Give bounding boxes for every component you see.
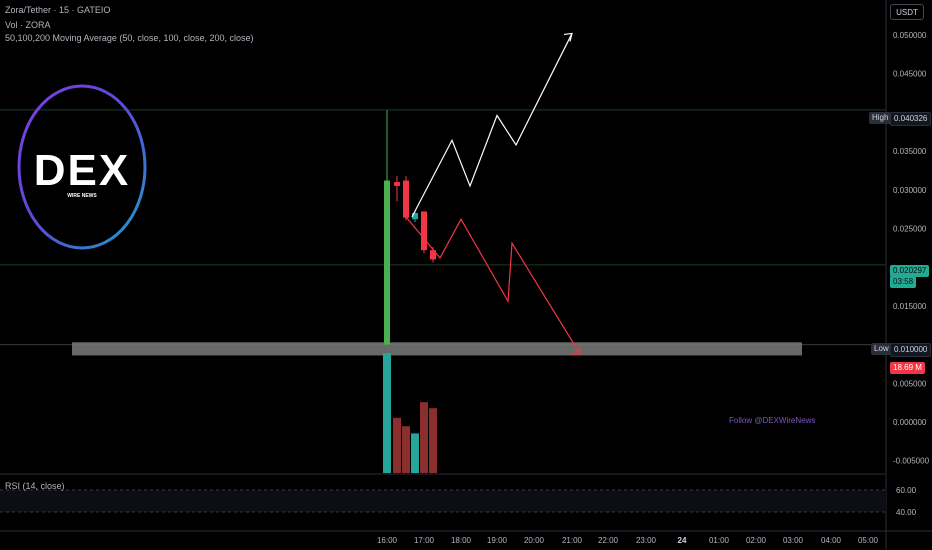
volume-bar bbox=[393, 417, 401, 473]
rsi-band bbox=[0, 490, 886, 512]
moving-average-legend[interactable]: 50,100,200 Moving Average (50, close, 10… bbox=[5, 33, 254, 43]
volume-legend[interactable]: Vol · ZORA bbox=[5, 20, 51, 30]
time-tick-label: 05:00 bbox=[858, 536, 879, 545]
support-zone-layer bbox=[72, 342, 802, 356]
time-tick-label: 22:00 bbox=[598, 536, 619, 545]
candle-body bbox=[430, 250, 436, 260]
bullish-arrowhead bbox=[563, 32, 573, 42]
candle-body bbox=[384, 180, 390, 345]
high-value-tag: 0.040326 bbox=[890, 112, 932, 126]
price-tick-label: 0.035000 bbox=[893, 147, 927, 156]
current-price-tag: 0.020297 bbox=[890, 265, 930, 277]
candle-layer bbox=[384, 110, 436, 345]
dex-logo: DEX WIRE NEWS bbox=[17, 84, 147, 250]
time-tick-label: 19:00 bbox=[487, 536, 508, 545]
time-tick-label: 24 bbox=[678, 536, 687, 545]
currency-button[interactable]: USDT bbox=[890, 4, 924, 20]
time-tick-label: 16:00 bbox=[377, 536, 398, 545]
time-tick-label: 03:00 bbox=[783, 536, 804, 545]
price-axis-layer: 0.050000 0.045000 0.035000 0.030000 0.025000… bbox=[893, 31, 930, 517]
volume-bar bbox=[402, 426, 410, 473]
candle-body bbox=[412, 213, 418, 220]
projection-layer bbox=[405, 32, 581, 356]
volume-value-tag: 18.69 M bbox=[890, 362, 925, 374]
countdown-tag: 03:58 bbox=[890, 276, 917, 288]
candle-body bbox=[403, 180, 409, 218]
price-tick-label: 0.025000 bbox=[893, 225, 927, 234]
volume-layer bbox=[383, 353, 437, 473]
high-label-tag: High bbox=[869, 112, 892, 124]
follow-watermark: Follow @DEXWireNews bbox=[729, 416, 816, 425]
time-axis-layer: 16:00 17:00 18:00 19:00 20:00 21:00 22:00 23:00… bbox=[377, 536, 879, 545]
time-tick-label: 04:00 bbox=[821, 536, 842, 545]
bearish-projection-line bbox=[405, 216, 581, 355]
price-tick-label: -0.005000 bbox=[893, 457, 930, 466]
logo-text: DEX bbox=[34, 146, 130, 195]
time-tick-label: 18:00 bbox=[451, 536, 472, 545]
rsi-tick-label: 40.00 bbox=[896, 508, 917, 517]
rsi-legend[interactable]: RSI (14, close) bbox=[5, 481, 65, 491]
bullish-projection-line bbox=[411, 33, 573, 218]
price-tick-label: 0.000000 bbox=[893, 418, 927, 427]
low-label-tag: Low bbox=[871, 343, 892, 355]
bearish-arrowhead bbox=[571, 345, 581, 356]
time-tick-label: 02:00 bbox=[746, 536, 767, 545]
volume-bar bbox=[420, 402, 428, 473]
price-tick-label: 0.005000 bbox=[893, 379, 927, 388]
price-tick-label: 0.015000 bbox=[893, 302, 927, 311]
volume-bar bbox=[429, 408, 437, 473]
time-tick-label: 01:00 bbox=[709, 536, 730, 545]
rsi-tick-label: 60.00 bbox=[896, 486, 917, 495]
logo-subtext: WIRE NEWS bbox=[67, 193, 97, 199]
candle-body bbox=[394, 182, 400, 186]
support-zone bbox=[72, 342, 802, 356]
volume-bar bbox=[383, 353, 391, 473]
time-tick-label: 20:00 bbox=[524, 536, 545, 545]
time-tick-label: 17:00 bbox=[414, 536, 435, 545]
candle-body bbox=[421, 211, 427, 251]
price-tick-label: 0.030000 bbox=[893, 186, 927, 195]
time-tick-label: 23:00 bbox=[636, 536, 657, 545]
volume-bar bbox=[411, 433, 419, 473]
symbol-legend[interactable]: Zora/Tether · 15 · GATEIO bbox=[5, 5, 111, 15]
time-tick-label: 21:00 bbox=[562, 536, 583, 545]
price-tick-label: 0.045000 bbox=[893, 70, 927, 79]
price-tick-label: 0.050000 bbox=[893, 31, 927, 40]
low-value-tag: 0.010000 bbox=[890, 343, 932, 357]
